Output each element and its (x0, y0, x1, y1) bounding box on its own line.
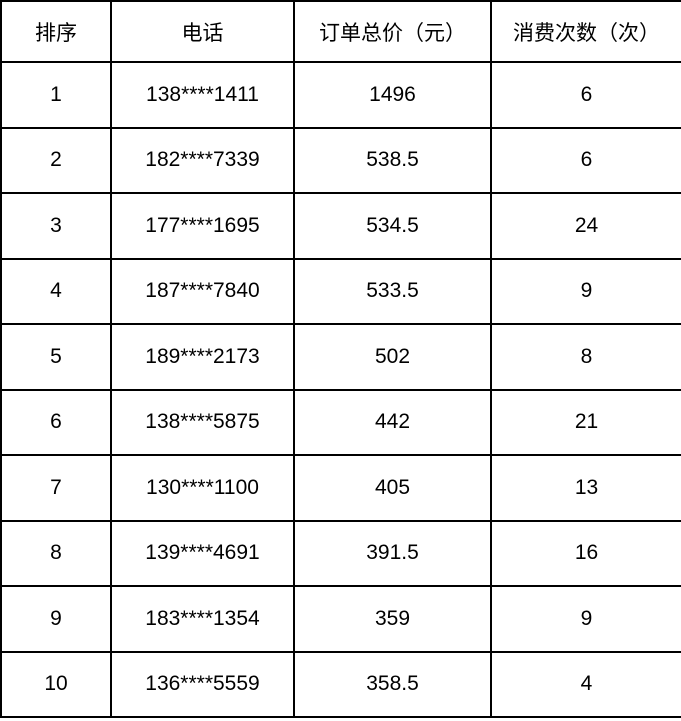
table-row: 3 177****1695 534.5 24 (0, 192, 681, 260)
cell-rank: 2 (0, 126, 112, 194)
cell-phone: 183****1354 (110, 585, 295, 653)
cell-rank: 5 (0, 323, 112, 391)
cell-order-total: 405 (293, 454, 492, 522)
cell-order-total: 391.5 (293, 519, 492, 587)
cell-order-total: 442 (293, 388, 492, 456)
cell-order-total: 534.5 (293, 192, 492, 260)
cell-rank: 10 (0, 650, 112, 718)
table-row: 7 130****1100 405 13 (0, 454, 681, 522)
cell-visit-count: 9 (490, 585, 681, 653)
cell-phone: 138****1411 (110, 61, 295, 129)
cell-visit-count: 13 (490, 454, 681, 522)
cell-order-total: 359 (293, 585, 492, 653)
cell-phone: 177****1695 (110, 192, 295, 260)
cell-visit-count: 6 (490, 126, 681, 194)
cell-rank: 7 (0, 454, 112, 522)
table-row: 10 136****5559 358.5 4 (0, 650, 681, 718)
cell-phone: 189****2173 (110, 323, 295, 391)
table-row: 1 138****1411 1496 6 (0, 61, 681, 129)
table-row: 9 183****1354 359 9 (0, 585, 681, 653)
cell-phone: 182****7339 (110, 126, 295, 194)
cell-visit-count: 9 (490, 257, 681, 325)
table-row: 4 187****7840 533.5 9 (0, 257, 681, 325)
cell-order-total: 538.5 (293, 126, 492, 194)
header-cell-rank: 排序 (0, 0, 112, 63)
cell-order-total: 533.5 (293, 257, 492, 325)
cell-phone: 138****5875 (110, 388, 295, 456)
cell-rank: 8 (0, 519, 112, 587)
cell-rank: 1 (0, 61, 112, 129)
cell-phone: 130****1100 (110, 454, 295, 522)
cell-phone: 187****7840 (110, 257, 295, 325)
table-row: 2 182****7339 538.5 6 (0, 126, 681, 194)
cell-visit-count: 4 (490, 650, 681, 718)
cell-visit-count: 6 (490, 61, 681, 129)
cell-visit-count: 24 (490, 192, 681, 260)
table-row: 8 139****4691 391.5 16 (0, 519, 681, 587)
header-row: 排序 电话 订单总价（元） 消费次数（次） (0, 0, 681, 63)
cell-order-total: 502 (293, 323, 492, 391)
header-cell-visit-count: 消费次数（次） (490, 0, 681, 63)
cell-rank: 3 (0, 192, 112, 260)
table-row: 6 138****5875 442 21 (0, 388, 681, 456)
header-cell-phone: 电话 (110, 0, 295, 63)
cell-rank: 6 (0, 388, 112, 456)
header-cell-order-total: 订单总价（元） (293, 0, 492, 63)
cell-order-total: 358.5 (293, 650, 492, 718)
cell-phone: 139****4691 (110, 519, 295, 587)
cell-rank: 4 (0, 257, 112, 325)
cell-visit-count: 21 (490, 388, 681, 456)
cell-order-total: 1496 (293, 61, 492, 129)
cell-phone: 136****5559 (110, 650, 295, 718)
cell-visit-count: 8 (490, 323, 681, 391)
cell-visit-count: 16 (490, 519, 681, 587)
table-row: 5 189****2173 502 8 (0, 323, 681, 391)
cell-rank: 9 (0, 585, 112, 653)
